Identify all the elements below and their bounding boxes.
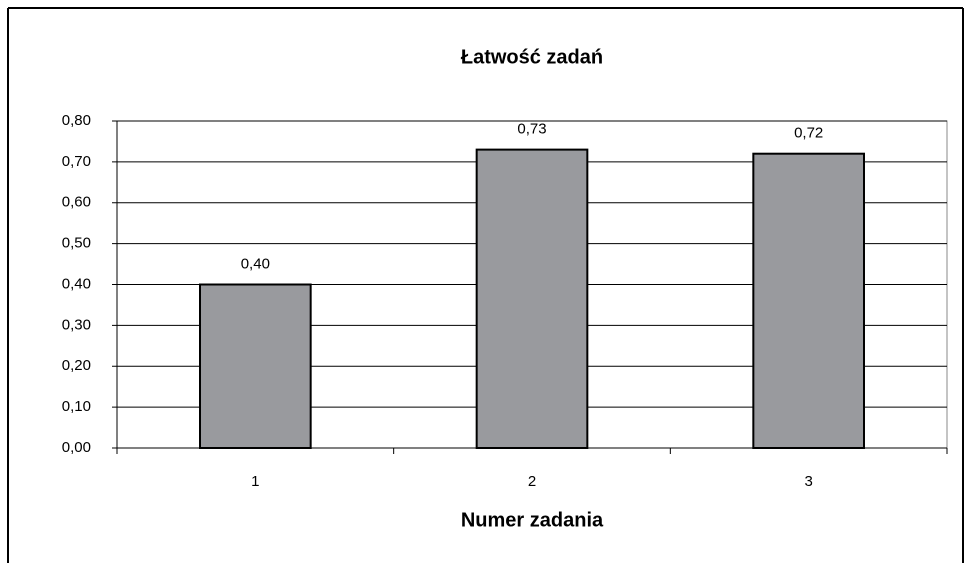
y-tick-label: 0,70 [62,153,91,170]
y-tick-label: 0,50 [62,235,91,252]
x-tick-label: 1 [251,473,259,490]
y-tick-label: 0,00 [62,439,91,456]
data-label: 0,72 [794,125,823,142]
bar [199,283,312,449]
chart-title: Łatwość zadań [461,46,603,68]
x-axis-label: Numer zadania [461,509,604,531]
data-label: 0,40 [241,255,270,272]
y-tick-label: 0,20 [62,357,91,374]
x-tick-label: 3 [804,473,812,490]
bar [475,148,589,450]
y-tick-label: 0,40 [62,275,91,292]
y-tick-label: 0,10 [62,398,91,415]
data-label: 0,73 [517,121,546,138]
x-tick-label: 2 [528,473,536,490]
y-tick-label: 0,60 [62,194,91,211]
y-tick-label: 0,80 [62,112,91,129]
bar [752,152,865,449]
y-tick-label: 0,30 [62,316,91,333]
